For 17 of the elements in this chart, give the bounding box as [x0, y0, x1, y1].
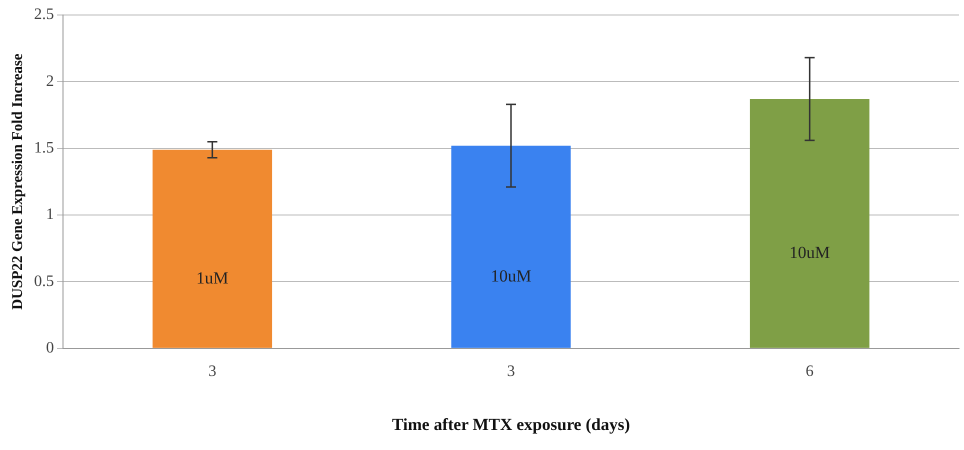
y-tick-label: 0 — [46, 340, 54, 357]
annotation: 1uM — [196, 268, 228, 288]
x-tick-label: 3 — [507, 363, 515, 380]
annotation: 10uM — [490, 266, 532, 286]
bar — [451, 146, 571, 348]
x-tick-label: 3 — [208, 363, 216, 380]
x-axis-title: Time after MTX exposure (days) — [392, 415, 630, 434]
bar — [750, 99, 870, 348]
x-tick-label: 6 — [806, 363, 814, 380]
annotation: 10uM — [789, 242, 830, 262]
y-tick-label: 2 — [46, 72, 54, 90]
y-tick-label: 1.5 — [34, 140, 54, 157]
bar — [152, 150, 272, 348]
y-tick-label: 0.5 — [34, 272, 54, 290]
y-tick-label: 2.5 — [34, 6, 54, 24]
y-axis-title: DUSP22 Gene Expression Fold Increase — [10, 53, 26, 310]
y-tick-label: 1 — [46, 206, 54, 224]
